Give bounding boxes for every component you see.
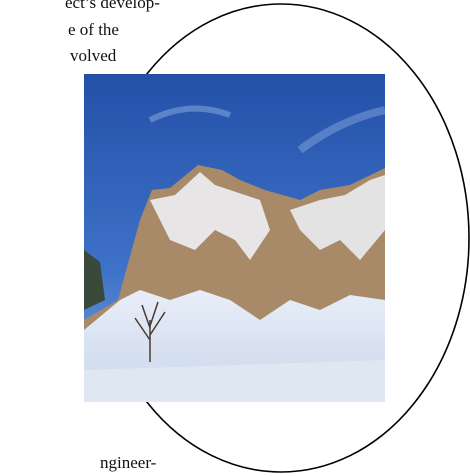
text-line: ngineer- xyxy=(100,453,157,472)
text-line: ect’s develop- xyxy=(65,0,160,12)
page: ect’s develop- e of the volved s ngineer… xyxy=(0,0,470,476)
text-line: e of the xyxy=(68,20,119,39)
text-line: volved xyxy=(70,46,117,65)
photo xyxy=(84,74,385,402)
page-canvas: ect’s develop- e of the volved s ngineer… xyxy=(0,0,470,476)
